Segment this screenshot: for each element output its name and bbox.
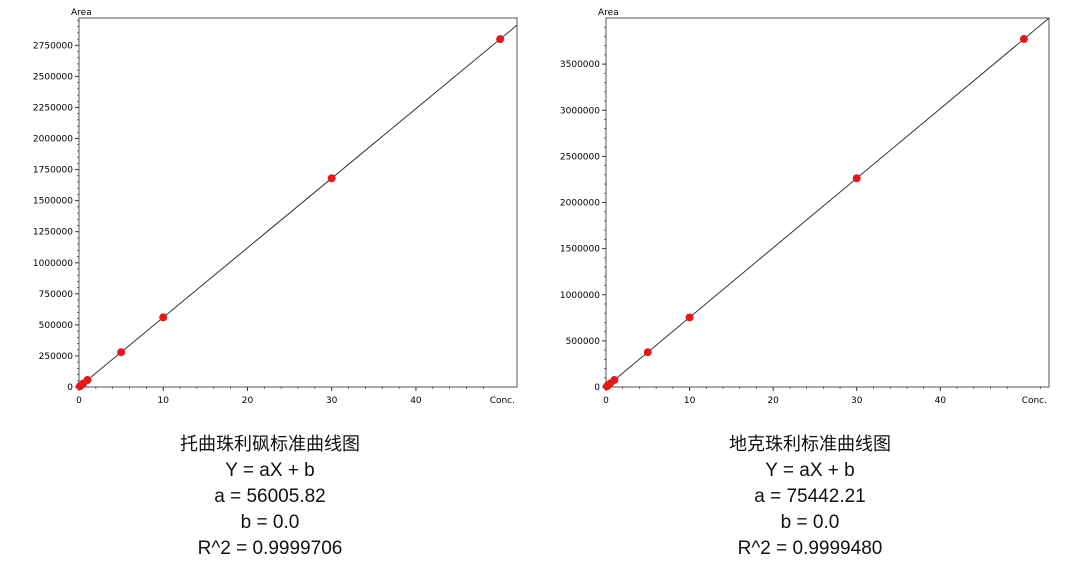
y-tick-label: 500000: [566, 337, 601, 347]
y-axis-title: Area: [598, 8, 619, 18]
calibration-plot-left: 0 250000 500000 750000 1000000 1250000 1500000…: [33, 8, 518, 406]
x-axis-title: Conc.: [490, 396, 515, 406]
x-tick-label: 30: [326, 396, 338, 406]
chart-panel-right: 0 500000 1000000 1500000 2000000 2500000 30000…: [540, 0, 1080, 572]
y-tick-label: 1250000: [33, 228, 73, 238]
y-tick-label: 3500000: [560, 60, 600, 70]
y-tick-label: 1750000: [33, 166, 73, 176]
caption-right: 地克珠利标准曲线图 Y = aX + b a = 75442.21 b = 0.…: [540, 432, 1080, 562]
data-point: [610, 376, 619, 385]
intercept-value: b = 0.0: [240, 512, 300, 533]
y-tick-label: 1500000: [560, 245, 600, 255]
y-tick-label: 2500000: [33, 72, 73, 82]
caption-left: 托曲珠利砜标准曲线图 Y = aX + b a = 56005.82 b = 0…: [0, 432, 540, 562]
y-tick-label: 1000000: [560, 291, 600, 301]
x-tick-label: 0: [603, 396, 609, 406]
data-point: [852, 174, 861, 183]
y-tick-label: 2500000: [560, 152, 600, 162]
plot-frame: [78, 17, 518, 388]
regression-line: [78, 24, 518, 388]
y-tick-label: 750000: [39, 290, 74, 300]
slope-value: a = 75442.21: [754, 486, 866, 507]
y-tick-label: 3000000: [560, 106, 600, 116]
y-tick-label: 2750000: [33, 41, 73, 51]
x-tick-label: 10: [158, 396, 170, 406]
y-tick-label: 0: [67, 383, 73, 393]
chart-title: 地克珠利标准曲线图: [729, 434, 891, 455]
x-tick-label: 40: [935, 396, 947, 406]
x-tick-label: 0: [76, 396, 82, 406]
y-tick-label: 250000: [39, 352, 74, 362]
data-point: [83, 376, 92, 385]
x-tick-label: 40: [410, 396, 422, 406]
y-tick-label: 2250000: [33, 103, 73, 113]
regression-line: [605, 17, 1050, 388]
y-axis-title: Area: [71, 8, 92, 18]
data-point: [685, 313, 694, 322]
y-tick-label: 500000: [39, 321, 74, 331]
data-point: [159, 313, 168, 322]
data-point: [496, 35, 505, 44]
y-tick-label: 2000000: [33, 135, 73, 145]
slope-value: a = 56005.82: [214, 486, 326, 507]
data-point: [327, 174, 336, 183]
fit-equation: Y = aX + b: [225, 460, 315, 481]
y-tick-label: 1500000: [33, 197, 73, 207]
intercept-value: b = 0.0: [780, 512, 840, 533]
y-tick-label: 2000000: [560, 199, 600, 209]
r-squared-value: R^2 = 0.9999706: [197, 538, 343, 559]
fit-equation: Y = aX + b: [765, 460, 855, 481]
x-tick-label: 20: [767, 396, 779, 406]
x-tick-label: 20: [242, 396, 254, 406]
chart-panel-left: 0 250000 500000 750000 1000000 1250000 1500000…: [0, 8, 540, 562]
data-point: [643, 348, 652, 357]
data-point: [1019, 35, 1028, 44]
y-tick-label: 1000000: [33, 259, 73, 269]
x-tick-label: 10: [684, 396, 696, 406]
calibration-plot-right: 0 500000 1000000 1500000 2000000 2500000 30000…: [560, 8, 1050, 406]
chart-title: 托曲珠利砜标准曲线图: [180, 434, 360, 455]
data-point: [117, 348, 126, 357]
x-axis-title: Conc.: [1022, 396, 1047, 406]
x-tick-label: 30: [851, 396, 863, 406]
y-tick-label: 0: [594, 383, 600, 393]
r-squared-value: R^2 = 0.9999480: [737, 538, 883, 559]
